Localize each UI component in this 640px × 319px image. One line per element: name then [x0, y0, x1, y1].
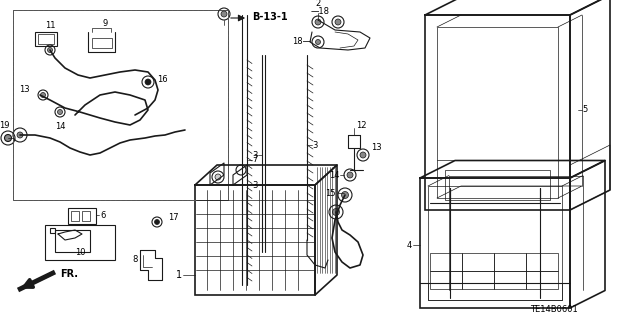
Circle shape	[4, 135, 12, 142]
Circle shape	[221, 11, 227, 17]
Bar	[68, 208, 96, 224]
Circle shape	[40, 93, 45, 98]
Text: 3: 3	[312, 140, 317, 150]
Text: 7: 7	[252, 155, 257, 165]
Text: 3: 3	[253, 181, 258, 189]
Text: TE14B0601: TE14B0601	[530, 306, 578, 315]
Text: 14: 14	[330, 170, 340, 180]
Text: 16: 16	[157, 76, 168, 85]
Text: 18—: 18—	[292, 38, 311, 47]
Text: 13: 13	[371, 144, 381, 152]
Circle shape	[335, 19, 341, 25]
Text: 4: 4	[407, 241, 412, 249]
Text: 11: 11	[45, 21, 55, 30]
Bar	[462, 253, 494, 271]
Bar	[462, 271, 494, 289]
Text: 19: 19	[0, 121, 9, 130]
Text: 1: 1	[176, 270, 182, 280]
Circle shape	[347, 172, 353, 178]
Bar	[82, 211, 90, 221]
Text: 5: 5	[582, 106, 588, 115]
Bar	[526, 271, 558, 289]
Bar	[430, 271, 462, 289]
Bar	[71, 211, 79, 221]
Text: 2: 2	[316, 0, 321, 8]
Text: 13: 13	[19, 85, 30, 94]
Text: —18: —18	[311, 8, 330, 17]
Bar	[428, 186, 562, 300]
Bar	[45, 225, 115, 260]
Circle shape	[316, 40, 321, 44]
Bar	[92, 38, 112, 48]
Circle shape	[360, 152, 366, 158]
Bar	[494, 271, 526, 289]
Bar	[420, 178, 570, 308]
Bar	[425, 15, 570, 210]
Circle shape	[145, 79, 151, 85]
Circle shape	[47, 48, 52, 53]
Circle shape	[342, 191, 349, 198]
Text: FR.: FR.	[60, 269, 78, 279]
Text: 8: 8	[132, 256, 138, 264]
Circle shape	[215, 174, 221, 180]
Text: 10: 10	[75, 248, 85, 257]
Bar	[35, 32, 57, 46]
Bar	[430, 253, 462, 271]
Text: 12: 12	[356, 121, 367, 130]
Bar	[55, 230, 90, 252]
Text: 3: 3	[253, 151, 258, 160]
Text: 9: 9	[102, 19, 108, 28]
Text: 6: 6	[100, 211, 106, 219]
Bar	[50, 228, 55, 233]
Circle shape	[315, 19, 321, 25]
Bar	[437, 27, 558, 198]
Text: 17: 17	[168, 213, 179, 222]
Bar	[445, 170, 550, 200]
Circle shape	[17, 132, 23, 138]
Text: 15: 15	[326, 189, 336, 197]
Text: 14: 14	[55, 122, 65, 131]
Circle shape	[154, 219, 159, 225]
Circle shape	[333, 209, 339, 216]
Text: B-13-1: B-13-1	[252, 12, 287, 22]
Bar	[526, 253, 558, 271]
Bar	[494, 253, 526, 271]
Bar	[195, 185, 315, 295]
Bar	[13, 10, 228, 200]
Bar	[38, 34, 54, 44]
Circle shape	[58, 109, 63, 115]
